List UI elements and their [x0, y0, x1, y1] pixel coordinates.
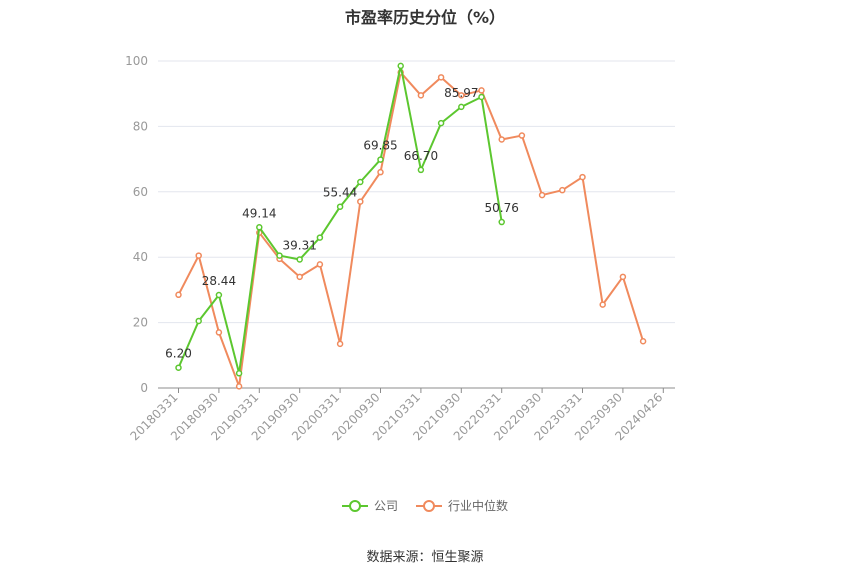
- data-point: [195, 252, 202, 259]
- data-point: [538, 191, 546, 199]
- data-point: [599, 301, 606, 308]
- data-point: [619, 273, 627, 281]
- data-point: [417, 92, 425, 99]
- data-point: [215, 291, 223, 299]
- chart-title: 市盈率历史分位（%）: [344, 8, 506, 27]
- y-tick-label: 40: [133, 250, 148, 264]
- data-label: 69.85: [363, 139, 397, 153]
- y-tick-label: 60: [133, 185, 148, 199]
- data-point: [518, 132, 526, 139]
- data-point: [336, 203, 344, 210]
- data-point: [296, 273, 303, 281]
- data-point: [336, 340, 344, 348]
- data-label: 55.44: [323, 186, 357, 200]
- data-point: [276, 252, 283, 259]
- data-point: [498, 136, 505, 143]
- data-point: [316, 234, 324, 241]
- data-point: [316, 261, 324, 268]
- data-point: [579, 173, 586, 181]
- data-point: [357, 178, 364, 186]
- y-tick-label: 80: [133, 119, 148, 133]
- legend-label: 行业中位数: [448, 499, 509, 513]
- data-label: 66.70: [404, 149, 438, 163]
- series-line-0: [177, 64, 503, 375]
- data-point: [357, 198, 364, 205]
- data-label: 49.14: [242, 206, 276, 220]
- data-point: [377, 156, 384, 163]
- data-point: [377, 168, 384, 176]
- data-point: [437, 119, 445, 127]
- data-point: [478, 87, 485, 94]
- data-point: [397, 62, 404, 70]
- data-label: 39.31: [283, 238, 317, 252]
- data-point: [195, 317, 202, 325]
- data-labels: 6.20 28.44 49.14 39.31 55.44 69.85 66.70 85.97 5…: [165, 86, 519, 361]
- data-label: 28.44: [202, 274, 236, 288]
- legend-swatch-marker: [423, 499, 435, 512]
- data-point: [235, 370, 243, 377]
- y-tick-label: 100: [125, 54, 148, 68]
- legend-item-0[interactable]: 公司: [341, 497, 398, 514]
- data-label: 85.97: [444, 86, 478, 100]
- data-point: [478, 93, 485, 101]
- legend: 公司 行业中位数: [0, 497, 850, 514]
- data-point: [175, 364, 182, 371]
- data-point: [498, 218, 505, 226]
- legend-swatch-icon: [341, 499, 368, 512]
- legend-swatch-icon: [416, 499, 442, 512]
- data-point: [437, 74, 445, 81]
- series-lines: [175, 62, 647, 390]
- data-source: 数据来源：恒生聚源: [366, 550, 484, 565]
- data-point: [256, 224, 263, 231]
- data-point: [215, 329, 223, 336]
- line-chart: 0204060801002018033120180930201903312019…: [125, 54, 675, 443]
- legend-label: 公司: [373, 499, 398, 513]
- data-point: [296, 256, 303, 263]
- legend-swatch-marker: [348, 499, 361, 512]
- data-label: 50.76: [485, 201, 519, 215]
- data-label: 6.20: [165, 347, 192, 361]
- data-point: [417, 166, 425, 174]
- data-point: [559, 186, 566, 194]
- data-point: [175, 291, 182, 299]
- data-point: [458, 103, 465, 111]
- data-point: [639, 337, 647, 345]
- y-tick-label: 0: [140, 381, 148, 395]
- y-tick-label: 20: [133, 316, 148, 330]
- data-point: [235, 383, 243, 390]
- grid-lines: [158, 60, 675, 324]
- legend-item-1[interactable]: 行业中位数: [416, 497, 508, 514]
- axes: 0204060801002018033120180930201903312019…: [125, 54, 675, 443]
- data-point: [458, 92, 465, 99]
